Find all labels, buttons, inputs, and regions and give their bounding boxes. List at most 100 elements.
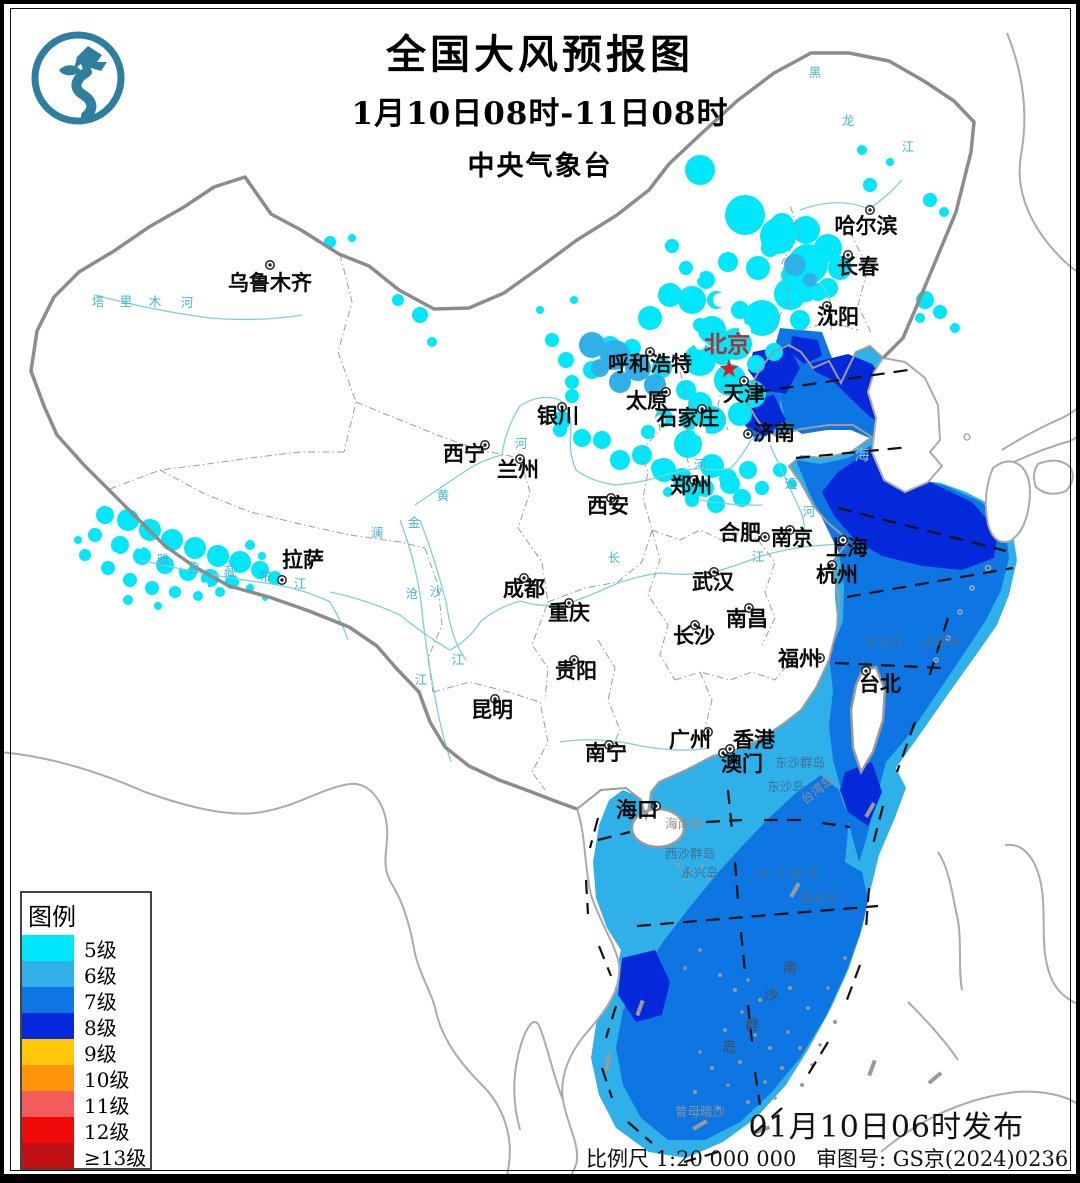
river-label: 里 [120,294,133,309]
city-label: 昆明 [471,698,513,722]
kyushu-island [984,460,1031,543]
legend-item: 10级 [22,1065,150,1092]
city-marker [785,525,795,535]
foreign-landmasses [0,32,1080,1183]
logo-dragon-body [71,67,97,121]
capital-label: 北京 [704,331,750,358]
river-label: 雅 [157,552,170,567]
river-label: 金 [408,515,421,530]
city-label: 广州 [669,728,711,752]
city-label: 澳门 [721,752,763,776]
agency-name: 中央气象台 [467,151,613,182]
river-label: 河 [515,436,528,451]
legend-item: ≥13级 [22,1143,150,1170]
river-label: 江 [415,672,428,687]
river-labels: 黑龙江塔里木河黄河长 江金沙江澜沧江雅鲁藏布江运河河 [92,65,915,687]
ryukyu-islands [933,433,992,663]
luzon-coast [937,843,1080,1006]
city-label: 西宁 [443,442,485,466]
sea-label: 赤尾屿 [923,634,961,649]
city-label: 南宁 [585,741,627,765]
city-label: 海口 [616,798,658,822]
legend-item: 6级 [22,961,150,988]
city-label: 上海 [826,536,868,560]
legend-label: 11级 [84,1093,130,1118]
city-label: 拉萨 [282,548,324,572]
page-title: 全国大风预报图 [386,31,694,78]
issue-time: 01月10日06时发布 [748,1110,1024,1145]
river-label: 长 [608,550,621,565]
city-marker [718,748,728,758]
river-label: 黄 [437,488,450,503]
city-marker [569,655,579,665]
sea-label: 西沙群岛 [665,846,715,861]
city-marker [703,727,713,737]
river-label: 河 [181,295,194,310]
cma-logo [31,31,125,125]
city-label: 长沙 [673,624,715,648]
city-label: 重庆 [548,601,590,625]
city-label: 石家庄 [656,406,720,430]
malay-coast [436,1015,511,1183]
honshu-coast [1001,405,1080,463]
city-marker [661,387,671,397]
city-label: 南昌 [726,607,768,631]
river-label: 河 [694,457,707,472]
river-label: 江 [902,139,915,154]
city-marker [822,301,832,311]
sea-label: 钓鱼岛 [865,634,903,649]
legend-label: 10级 [84,1067,130,1092]
legend-label: ≥13级 [84,1145,147,1170]
river-label: 塔 [92,294,105,309]
legend-item: 9级 [22,1039,150,1066]
river-label: 沧 [406,586,419,601]
city-marker [697,404,707,414]
river-label: 沙 [430,584,443,599]
city-marker [709,567,719,577]
sea-label: 东沙岛 [767,779,805,794]
approval-number: 审图号: GS京(2024)0236号 [816,1147,1069,1183]
city-label: 太原 [626,389,668,413]
legend-item: 8级 [22,1013,150,1040]
logo-dragon-head [74,46,107,75]
city-label: 西安 [587,494,629,518]
bengal-coast [0,751,438,1017]
legend-title: 图例 [28,903,76,931]
city-marker [743,429,753,439]
city-label: 长春 [837,255,880,279]
sea-label: 岛 [722,1040,736,1056]
legend-label: 12级 [84,1119,130,1144]
city-marker [838,535,848,545]
city-marker [690,620,700,630]
river-label: 黑 [809,65,822,80]
legend-label: 5级 [84,937,117,962]
river-label: 藏 [224,564,237,579]
sea-label: 中 沙 群 岛 [757,866,819,881]
legend-swatch [22,1091,74,1117]
sea-label: 黄岩岛 [799,890,837,905]
land-region-level5 [74,145,960,610]
city-marker [760,532,770,542]
city-label: 成都 [503,577,545,601]
city-marker [490,694,500,704]
legend-swatch [22,1039,74,1065]
city-marker [744,603,754,613]
city-marker [739,376,749,386]
province-boundaries [109,204,873,791]
sea-label: 沙 [764,988,778,1004]
city-marker [827,560,837,570]
legend-label: 9级 [84,1041,117,1066]
river-label: 运 [785,476,798,491]
city-label: 兰州 [497,458,539,482]
city-marker [265,260,275,270]
legend-swatch [22,987,74,1013]
city-label: 济南 [753,421,795,445]
city-label: 南京 [771,526,813,550]
national-border [29,51,976,811]
legend-item: 11级 [22,1091,150,1118]
sea-label: 东沙群岛 [775,755,825,770]
gulf-of-thailand-coast [513,1021,564,1131]
taiwan-island [849,665,887,775]
city-marker [843,250,853,260]
